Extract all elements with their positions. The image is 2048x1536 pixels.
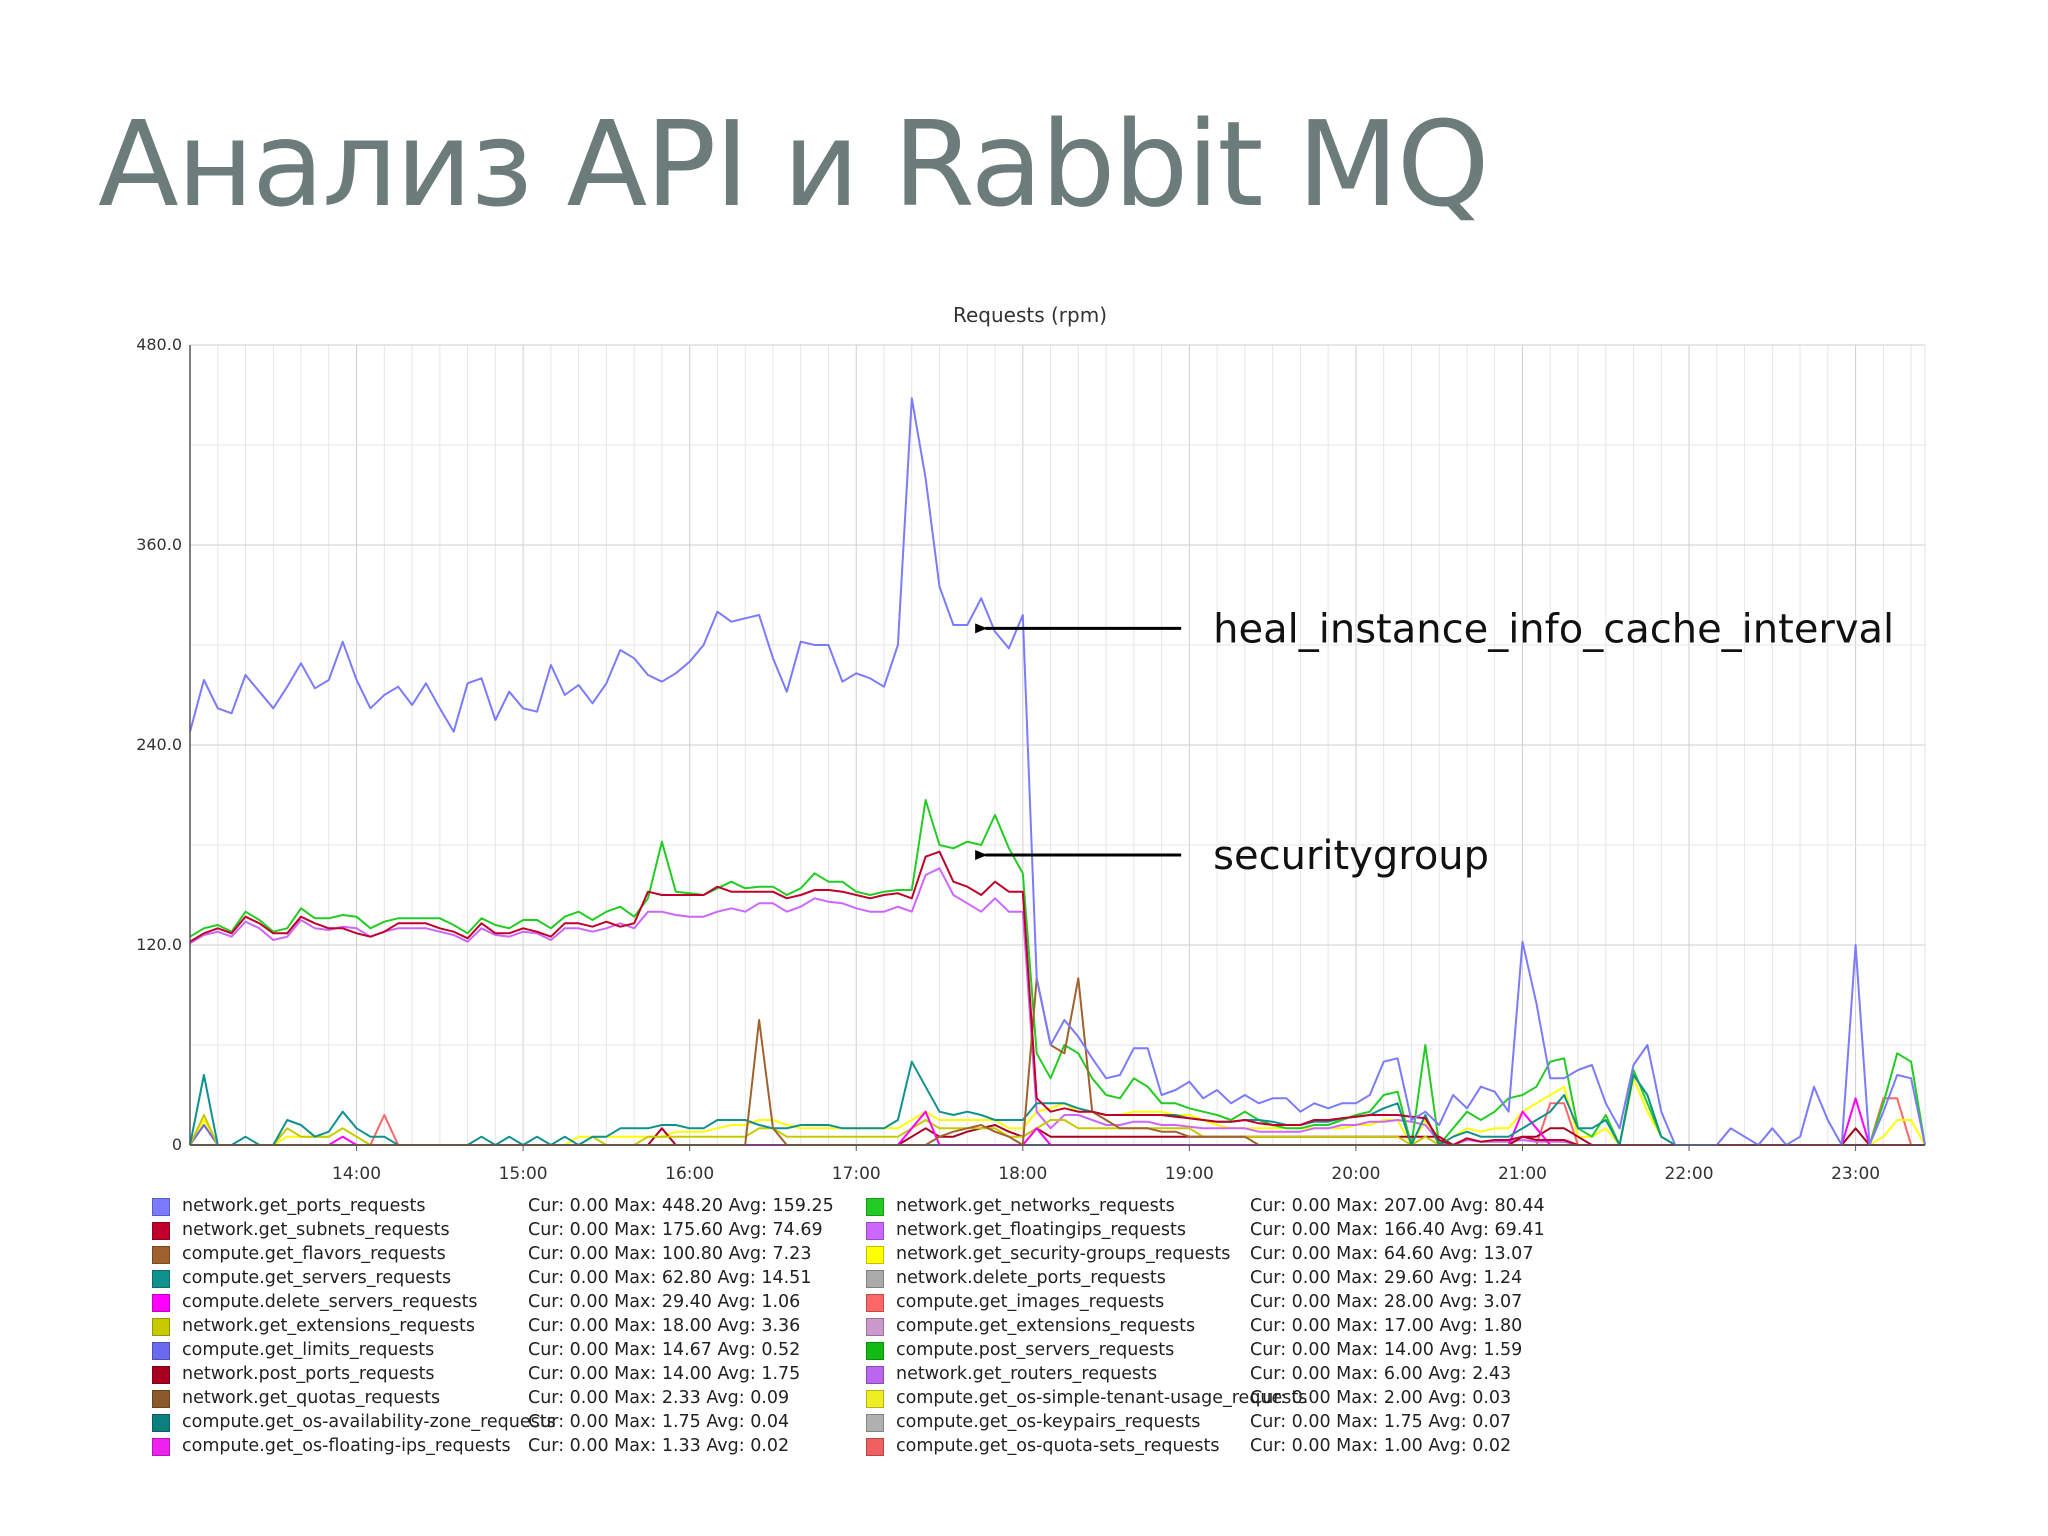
legend-series-name: compute.delete_servers_requests [182, 1292, 478, 1312]
x-tick-label: 19:00 [1165, 1164, 1214, 1184]
chart-title: Requests (rpm) [953, 303, 1107, 327]
legend-series-stats: Cur: 0.00 Max: 64.60 Avg: 13.07 [1250, 1244, 1534, 1264]
legend-series-name: network.get_ports_requests [182, 1196, 426, 1216]
x-tick-label: 14:00 [332, 1164, 381, 1184]
legend-swatch [152, 1366, 170, 1384]
legend-swatch [152, 1222, 170, 1240]
legend-series-name: compute.get_extensions_requests [896, 1316, 1196, 1336]
annotation-label: heal_instance_info_cache_interval [1213, 606, 1894, 652]
x-tick-label: 20:00 [1331, 1164, 1380, 1184]
legend-swatch [866, 1438, 884, 1456]
legend-series-stats: Cur: 0.00 Max: 1.00 Avg: 0.02 [1250, 1436, 1512, 1456]
legend-series-name: compute.post_servers_requests [896, 1340, 1175, 1360]
legend-swatch [866, 1222, 884, 1240]
series-line-network.get_ports_requests [189, 397, 1926, 1146]
y-tick-label: 240.0 [136, 735, 182, 754]
chart-axes: 0 120.0 240.0 360.0 480.0 14:00 15:00 16:00 17:0… [136, 335, 1925, 1184]
y-tick-label: 120.0 [136, 935, 182, 954]
legend-series-name: network.get_routers_requests [896, 1364, 1158, 1384]
legend-swatch [866, 1198, 884, 1216]
y-tick-label: 360.0 [136, 535, 182, 554]
legend-series-name: network.get_floatingips_requests [896, 1220, 1186, 1240]
legend-swatch [866, 1414, 884, 1432]
legend-swatch [152, 1246, 170, 1264]
legend-swatch [152, 1390, 170, 1408]
slide-title: Анализ API и Rabbit MQ [98, 95, 1490, 233]
legend-series-stats: Cur: 0.00 Max: 448.20 Avg: 159.25 [528, 1196, 834, 1216]
y-tick-label: 480.0 [136, 335, 182, 354]
legend-series-name: compute.get_os-floating-ips_requests [182, 1436, 511, 1456]
legend-swatch [866, 1318, 884, 1336]
legend-series-name: compute.get_images_requests [896, 1292, 1165, 1312]
legend-swatch [866, 1390, 884, 1408]
legend-series-name: network.get_networks_requests [896, 1196, 1175, 1216]
series-line-network.get_networks_requests [189, 799, 1926, 1146]
x-tick-label: 23:00 [1831, 1164, 1880, 1184]
legend-series-stats: Cur: 0.00 Max: 2.00 Avg: 0.03 [1250, 1388, 1512, 1408]
legend-series-stats: Cur: 0.00 Max: 166.40 Avg: 69.41 [1250, 1220, 1545, 1240]
legend-series-stats: Cur: 0.00 Max: 100.80 Avg: 7.23 [528, 1244, 812, 1264]
x-tick-label: 16:00 [665, 1164, 714, 1184]
x-tick-label: 17:00 [832, 1164, 881, 1184]
legend-swatch [152, 1318, 170, 1336]
legend-series-stats: Cur: 0.00 Max: 14.00 Avg: 1.75 [528, 1364, 801, 1384]
chart-annotations: heal_instance_info_cache_intervalsecurit… [975, 606, 1894, 879]
legend-swatch [866, 1366, 884, 1384]
legend-series-stats: Cur: 0.00 Max: 175.60 Avg: 74.69 [528, 1220, 823, 1240]
legend-series-stats: Cur: 0.00 Max: 1.33 Avg: 0.02 [528, 1436, 790, 1456]
legend-swatch [152, 1294, 170, 1312]
legend-series-stats: Cur: 0.00 Max: 1.75 Avg: 0.07 [1250, 1412, 1512, 1432]
series-line-compute.get_servers_requests [189, 1060, 1870, 1146]
legend-series-stats: Cur: 0.00 Max: 6.00 Avg: 2.43 [1250, 1364, 1512, 1384]
legend-series-stats: Cur: 0.00 Max: 62.80 Avg: 14.51 [528, 1268, 812, 1288]
legend-series-name: compute.get_servers_requests [182, 1268, 452, 1288]
legend-series-name: compute.get_os-keypairs_requests [896, 1412, 1201, 1432]
legend-swatch [152, 1342, 170, 1360]
legend-series-stats: Cur: 0.00 Max: 2.33 Avg: 0.09 [528, 1388, 790, 1408]
x-tick-label: 15:00 [499, 1164, 548, 1184]
legend-swatch [866, 1246, 884, 1264]
legend-series-name: network.get_subnets_requests [182, 1220, 450, 1240]
legend-series-stats: Cur: 0.00 Max: 18.00 Avg: 3.36 [528, 1316, 801, 1336]
x-tick-label: 21:00 [1498, 1164, 1547, 1184]
legend-series-name: network.get_quotas_requests [182, 1388, 441, 1408]
legend-series-stats: Cur: 0.00 Max: 28.00 Avg: 3.07 [1250, 1292, 1523, 1312]
legend-series-name: compute.get_limits_requests [182, 1340, 435, 1360]
legend-series-name: compute.get_flavors_requests [182, 1244, 446, 1264]
legend-swatch [866, 1294, 884, 1312]
legend-swatch [152, 1198, 170, 1216]
legend-series-name: compute.get_os-availability-zone_request… [182, 1412, 556, 1432]
legend-series-stats: Cur: 0.00 Max: 29.60 Avg: 1.24 [1250, 1268, 1523, 1288]
legend-series-stats: Cur: 0.00 Max: 207.00 Avg: 80.44 [1250, 1196, 1545, 1216]
legend-series-stats: Cur: 0.00 Max: 17.00 Avg: 1.80 [1250, 1316, 1523, 1336]
x-tick-label: 18:00 [998, 1164, 1047, 1184]
legend-swatch [866, 1342, 884, 1360]
x-tick-label: 22:00 [1665, 1164, 1714, 1184]
legend-series-name: network.get_security-groups_requests [896, 1244, 1231, 1264]
y-tick-label: 0 [172, 1135, 182, 1154]
legend-series-name: network.get_extensions_requests [182, 1316, 475, 1336]
legend-series-name: compute.get_os-simple-tenant-usage_reque… [896, 1388, 1308, 1408]
legend-swatch [152, 1438, 170, 1456]
legend-series-name: network.delete_ports_requests [896, 1268, 1166, 1288]
legend-series-name: compute.get_os-quota-sets_requests [896, 1436, 1220, 1456]
legend-swatch [152, 1270, 170, 1288]
legend-series-name: network.post_ports_requests [182, 1364, 435, 1384]
legend-swatch [866, 1270, 884, 1288]
legend-series-stats: Cur: 0.00 Max: 14.00 Avg: 1.59 [1250, 1340, 1523, 1360]
chart-grid [189, 344, 1926, 1146]
annotation-label: securitygroup [1213, 833, 1489, 879]
legend-series-stats: Cur: 0.00 Max: 29.40 Avg: 1.06 [528, 1292, 801, 1312]
legend-swatch [152, 1414, 170, 1432]
legend-series-stats: Cur: 0.00 Max: 14.67 Avg: 0.52 [528, 1340, 801, 1360]
legend-series-stats: Cur: 0.00 Max: 1.75 Avg: 0.04 [528, 1412, 790, 1432]
